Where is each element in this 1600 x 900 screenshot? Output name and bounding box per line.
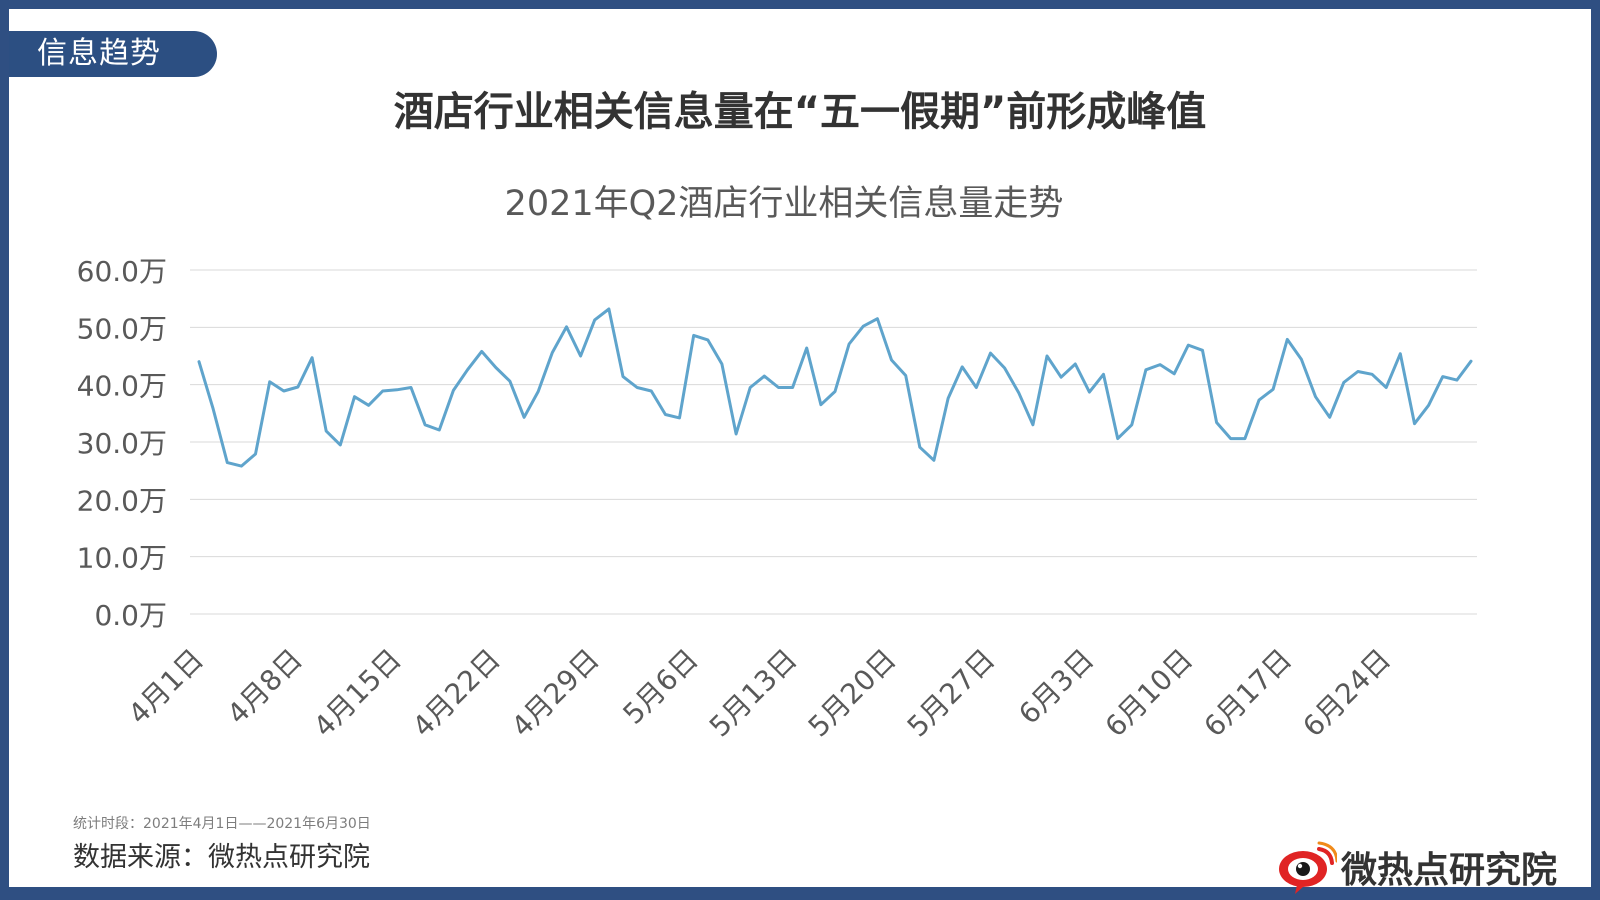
x-tick-label: 6月3日: [1012, 643, 1100, 731]
x-tick: 6月10日: [1099, 643, 1200, 744]
line-chart: 2021年Q2酒店行业相关信息量走势 0.0万 10.0万 20.0万 30.0万 40…: [77, 184, 1477, 744]
x-tick-label: 5月27日: [901, 643, 1002, 744]
y-tick-label: 20.0万: [77, 484, 167, 517]
x-tick-label: 5月13日: [703, 643, 804, 744]
brand: 微热点研究院: [1275, 839, 1557, 895]
x-tick: 4月22日: [406, 643, 507, 744]
series-group: [197, 307, 1473, 468]
x-tick-label: 6月24日: [1296, 643, 1397, 744]
x-tick: 6月3日: [1012, 643, 1100, 731]
x-tick-label: 6月10日: [1099, 643, 1200, 744]
y-tick-label: 30.0万: [77, 427, 167, 460]
y-tick-label: 10.0万: [77, 542, 167, 575]
chart-title: 2021年Q2酒店行业相关信息量走势: [505, 184, 1064, 224]
x-tick-label: 6月17日: [1197, 643, 1298, 744]
x-tick-label: 4月15日: [307, 643, 408, 744]
stat-period: 统计时段：2021年4月1日——2021年6月30日: [73, 816, 371, 832]
grid-lines: [190, 269, 1477, 615]
slide-headline: 酒店行业相关信息量在“五一假期”前形成峰值: [393, 89, 1207, 135]
x-tick-label: 4月8日: [221, 643, 309, 731]
x-tick: 5月27日: [901, 643, 1002, 744]
brand-name: 微热点研究院: [1340, 850, 1557, 891]
y-tick-label: 50.0万: [77, 312, 167, 345]
x-tick: 6月17日: [1197, 643, 1298, 744]
y-tick-label: 60.0万: [77, 255, 167, 288]
data-source: 数据来源：微热点研究院: [73, 842, 370, 873]
series-line: [197, 307, 1473, 468]
x-tick: 4月15日: [307, 643, 408, 744]
x-tick-label: 5月20日: [802, 643, 903, 744]
x-tick: 4月1日: [122, 643, 210, 731]
x-tick: 5月13日: [703, 643, 804, 744]
x-tick: 6月24日: [1296, 643, 1397, 744]
y-tick-label: 0.0万: [94, 599, 167, 632]
section-tag: 信息趋势: [9, 31, 217, 77]
x-tick: 5月20日: [802, 643, 903, 744]
x-tick-label: 4月22日: [406, 643, 507, 744]
y-axis: 0.0万 10.0万 20.0万 30.0万 40.0万 50.0万 60.0万: [77, 255, 167, 632]
x-tick: 4月29日: [505, 643, 606, 744]
slide-frame: 信息趋势 酒店行业相关信息量在“五一假期”前形成峰值 2021年Q2酒店行业相关…: [9, 9, 1591, 894]
x-tick: 5月6日: [616, 643, 704, 731]
weibo-eye-logo-icon: [1278, 841, 1337, 894]
x-tick-label: 4月29日: [505, 643, 606, 744]
x-tick-label: 4月1日: [122, 643, 210, 731]
y-tick-label: 40.0万: [77, 370, 167, 403]
x-tick-label: 5月6日: [616, 643, 704, 731]
x-tick: 4月8日: [221, 643, 309, 731]
